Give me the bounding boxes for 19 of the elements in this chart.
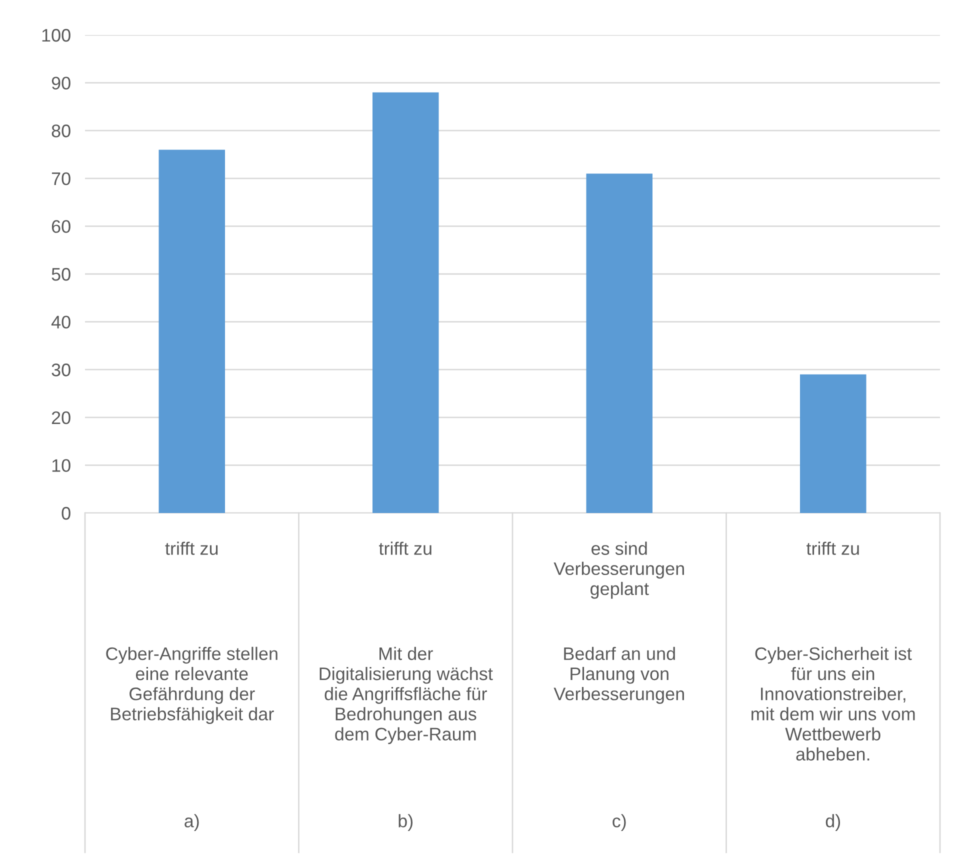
category-label: trifft zu Cyber-Sicherheit ist für uns ein Innovationstreiber, mit dem wir uns vom Wettbewerb abheben. d) — [752, 542, 915, 831]
y-tick-label: 50 — [52, 268, 70, 281]
y-tick-label: 20 — [52, 411, 70, 424]
y-tick-label: 10 — [52, 459, 70, 472]
y-tick-label: 70 — [52, 172, 70, 186]
y-tick-label: 40 — [51, 316, 70, 329]
y-tick-label: 30 — [52, 364, 70, 376]
y-tick-label: 60 — [52, 220, 70, 233]
bar — [158, 150, 226, 513]
bar — [800, 374, 866, 513]
bar — [372, 92, 439, 513]
y-tick-label: 100 — [42, 28, 70, 42]
category-label: trifft zu Cyber-Angriffe stellen eine relevante Gefährdung der Betriebsfähigkeit dar a) — [106, 542, 278, 831]
y-tick-label: 80 — [52, 124, 70, 138]
y-tick-label: 0 — [62, 506, 70, 520]
category-label: es sind Verbesserungen geplant Bedarf an und Planung von Verbesserungen c) — [554, 542, 684, 831]
bar — [586, 174, 653, 513]
y-tick-label: 90 — [52, 76, 70, 90]
category-label: trifft zu Mit der Digitalisierung wächst die Angriffsfläche für Bedrohungen aus dem Cyber-Raum b) — [320, 542, 493, 831]
